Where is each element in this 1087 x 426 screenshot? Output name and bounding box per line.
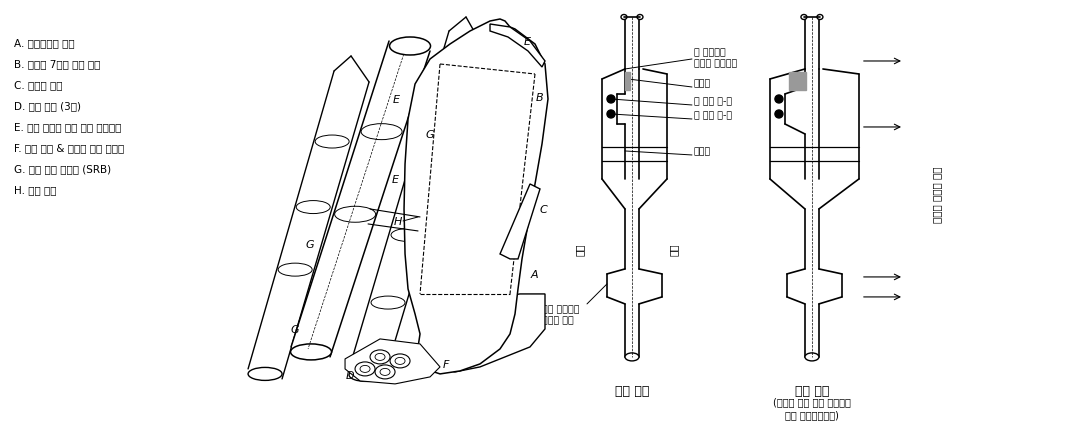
Polygon shape bbox=[490, 25, 545, 68]
Ellipse shape bbox=[380, 368, 390, 376]
Text: D. 메인 엔진 (3개): D. 메인 엔진 (3개) bbox=[14, 101, 82, 111]
Text: G: G bbox=[426, 130, 435, 140]
Text: H. 연결 부위: H. 연결 부위 bbox=[14, 184, 57, 195]
Circle shape bbox=[607, 96, 615, 104]
Text: G. 고체 로켓 부스터 (SRB): G. 고체 로켓 부스터 (SRB) bbox=[14, 164, 111, 173]
Text: B: B bbox=[536, 93, 544, 103]
Text: A. 우주왕복선 본체: A. 우주왕복선 본체 bbox=[14, 38, 75, 48]
Polygon shape bbox=[345, 339, 440, 384]
Bar bbox=[789, 73, 805, 91]
Text: F. 궤도 수정 & 반작용 조정 시스템: F. 궤도 수정 & 반작용 조정 시스템 bbox=[14, 143, 124, 153]
Polygon shape bbox=[404, 20, 548, 374]
Ellipse shape bbox=[290, 344, 332, 360]
Text: H: H bbox=[393, 216, 402, 226]
Text: 접합제: 접합제 bbox=[694, 79, 711, 88]
Text: E: E bbox=[524, 37, 530, 47]
Text: F: F bbox=[442, 359, 449, 369]
Text: 점화 이전: 점화 이전 bbox=[615, 384, 649, 397]
Text: E: E bbox=[391, 175, 399, 184]
Text: 아래 구획부분
상단의 포켓: 아래 구획부분 상단의 포켓 bbox=[542, 304, 579, 324]
Circle shape bbox=[775, 96, 783, 104]
Text: 외부: 외부 bbox=[575, 243, 585, 256]
Text: A: A bbox=[530, 269, 538, 279]
Text: C. 화물칸 입구: C. 화물칸 입구 bbox=[14, 80, 63, 90]
Ellipse shape bbox=[621, 15, 627, 20]
Polygon shape bbox=[349, 32, 483, 381]
Ellipse shape bbox=[390, 354, 410, 368]
Polygon shape bbox=[248, 72, 370, 379]
Polygon shape bbox=[422, 294, 545, 372]
Text: E: E bbox=[392, 95, 400, 105]
Ellipse shape bbox=[248, 368, 282, 380]
Ellipse shape bbox=[395, 357, 405, 365]
Text: D: D bbox=[346, 370, 354, 380]
Text: 점화 이후: 점화 이후 bbox=[795, 384, 829, 397]
Text: 뜨거운 가스의 압력: 뜨거운 가스의 압력 bbox=[932, 166, 942, 223]
Ellipse shape bbox=[817, 15, 823, 20]
Text: 조임솠: 조임솠 bbox=[694, 147, 711, 156]
Circle shape bbox=[607, 111, 615, 119]
Polygon shape bbox=[500, 184, 540, 259]
Text: C: C bbox=[539, 204, 547, 214]
Text: B. 승무원 7명이 타는 갑판: B. 승무원 7명이 타는 갑판 bbox=[14, 59, 100, 69]
Text: E. 메인 엔진을 위한 외부 연료탱크: E. 메인 엔진을 위한 외부 연료탱크 bbox=[14, 122, 122, 132]
Ellipse shape bbox=[360, 366, 370, 373]
Ellipse shape bbox=[805, 353, 819, 361]
Ellipse shape bbox=[375, 365, 395, 379]
Text: (이해를 돕기 위해 움직임을
다소 과장해그렐다): (이해를 돕기 위해 움직임을 다소 과장해그렐다) bbox=[773, 396, 851, 419]
Text: G: G bbox=[305, 239, 314, 249]
Ellipse shape bbox=[625, 353, 639, 361]
Ellipse shape bbox=[637, 15, 644, 20]
Circle shape bbox=[775, 111, 783, 119]
Ellipse shape bbox=[801, 15, 807, 20]
Ellipse shape bbox=[389, 38, 430, 56]
Polygon shape bbox=[291, 42, 430, 357]
Bar bbox=[625, 73, 630, 91]
Text: 위 구획부분
하단의 가장자리: 위 구획부분 하단의 가장자리 bbox=[694, 48, 737, 68]
Text: 두 번째 오-링: 두 번째 오-링 bbox=[694, 111, 732, 120]
Text: 내부: 내부 bbox=[669, 243, 679, 256]
Ellipse shape bbox=[370, 350, 390, 364]
Text: G: G bbox=[290, 324, 299, 334]
Text: 첫 번째 오-링: 첫 번째 오-링 bbox=[694, 97, 732, 106]
Ellipse shape bbox=[355, 362, 375, 376]
Ellipse shape bbox=[349, 368, 383, 382]
Ellipse shape bbox=[375, 354, 385, 360]
